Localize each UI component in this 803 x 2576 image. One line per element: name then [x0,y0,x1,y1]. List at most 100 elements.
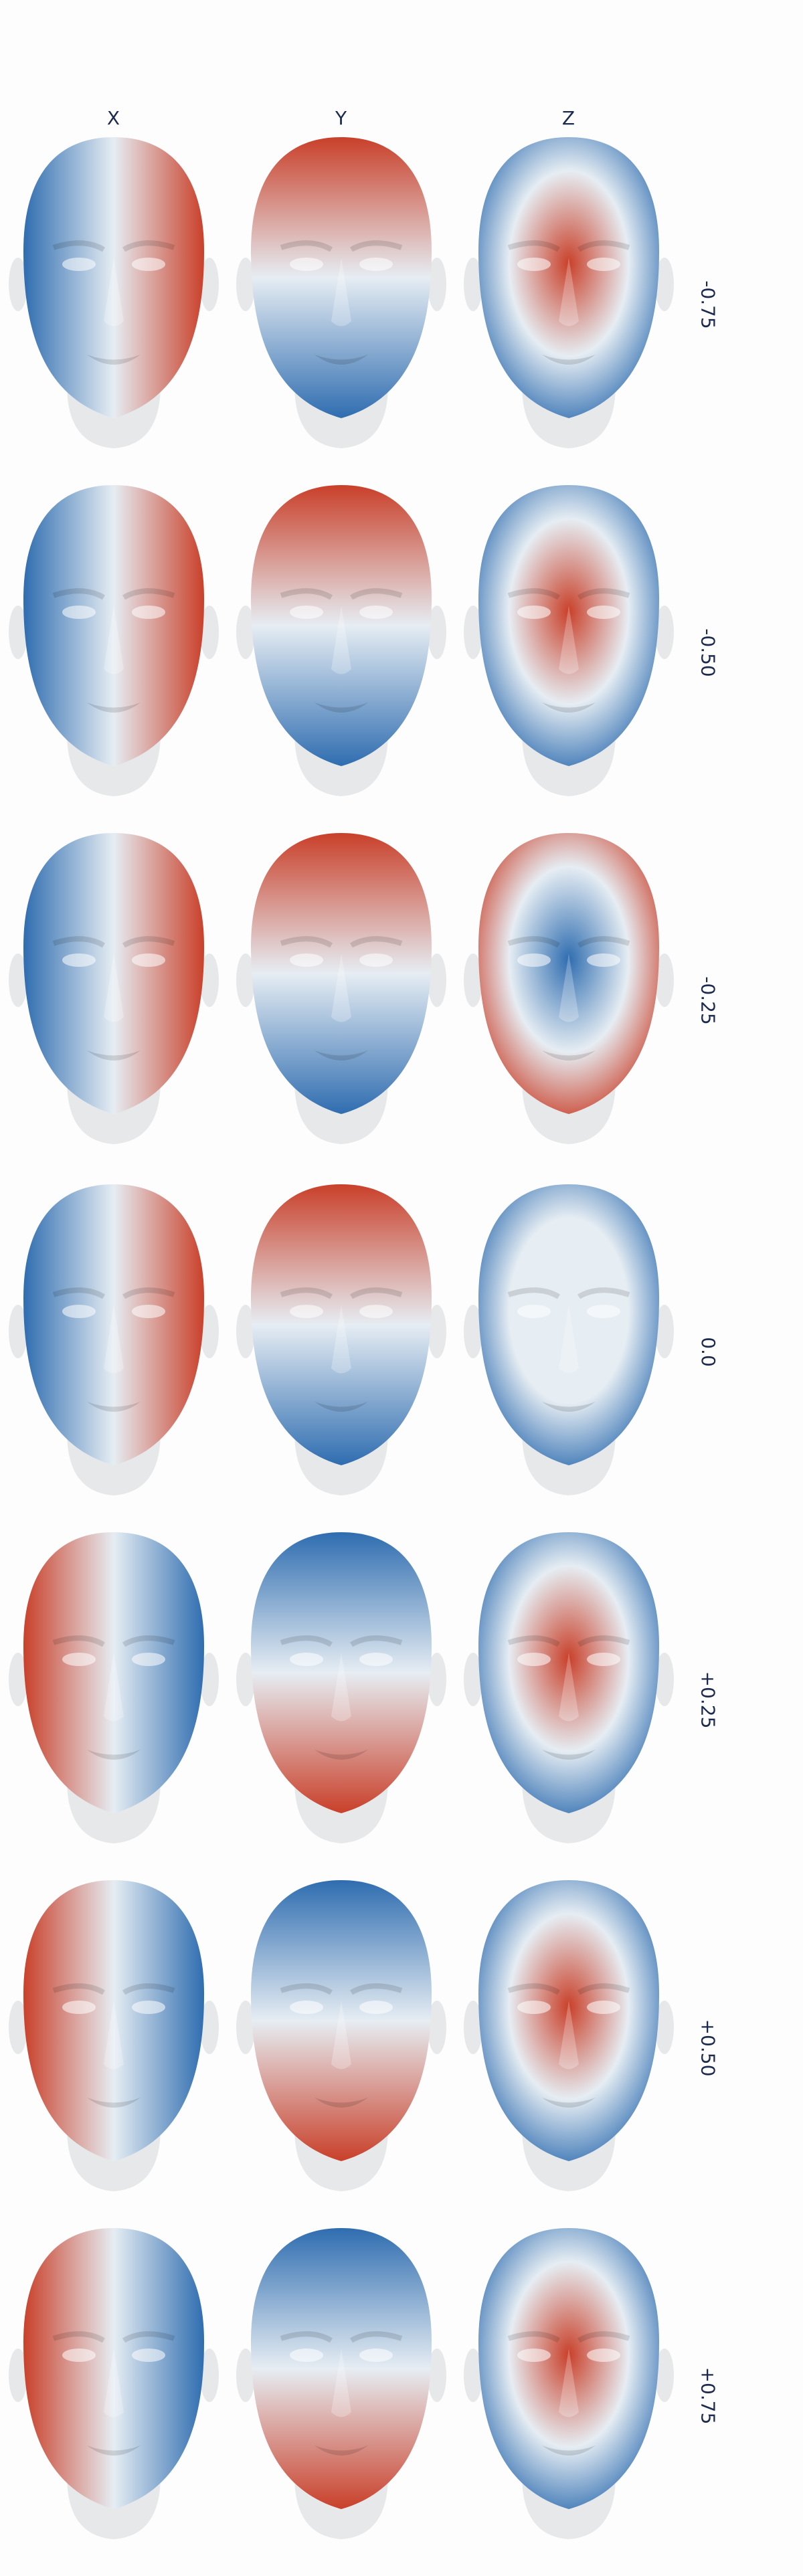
nose [104,2001,124,2069]
column-header-z: Z [561,107,576,129]
face-render-x [3,2221,224,2569]
mouth [315,1402,368,1412]
nose [331,1305,351,1374]
mouth [87,1402,141,1412]
head-shape [478,2228,659,2509]
mouth [315,1050,368,1061]
left-eye [62,2349,96,2362]
head-shape [251,1532,432,1813]
mouth [315,2446,368,2456]
face-render-y [231,1873,452,2221]
right-eye [132,606,165,619]
right-eye [359,258,393,271]
mouth [87,1050,141,1061]
face-render-z [458,826,679,1174]
face-render-z [458,1526,679,1873]
right-eye [587,1305,620,1318]
row-label-text: -0.50 [697,628,719,677]
face-svg [236,833,446,1144]
nose [559,2001,579,2069]
right-eye [359,2349,393,2362]
left-eye [290,2349,323,2362]
head-shape [23,1880,204,2161]
row-label: -0.75 [695,238,721,371]
right-eye [132,953,165,967]
nose [104,1653,124,1722]
left-eye [517,2001,551,2014]
right-eye [132,1305,165,1318]
nose [331,953,351,1022]
face-svg [236,2228,446,2539]
face-svg [464,1184,674,1495]
left-eye [62,1653,96,1666]
mouth [315,355,368,365]
right-eye [587,2001,620,2014]
mouth [315,703,368,713]
face-svg [9,833,219,1144]
left-eye [517,953,551,967]
head-shape [478,485,659,766]
nose [559,258,579,327]
mouth [542,1402,596,1412]
left-eye [517,1305,551,1318]
right-eye [587,606,620,619]
head-shape [23,833,204,1114]
head-shape [251,1880,432,2161]
right-eye [132,258,165,271]
nose [559,606,579,674]
row-label-text: +0.50 [697,2019,719,2076]
nose [559,2349,579,2417]
nose [104,1305,124,1374]
row-label: +0.50 [695,1981,721,2114]
mouth [315,1750,368,1760]
row-label: +0.25 [695,1633,721,1766]
head-shape [478,1532,659,1813]
left-eye [62,2001,96,2014]
mouth [87,703,141,713]
nose [331,2349,351,2417]
mouth [87,355,141,365]
left-eye [62,1305,96,1318]
face-render-y [231,1526,452,1873]
left-eye [517,2349,551,2362]
left-eye [517,1653,551,1666]
head-shape [478,1184,659,1465]
left-eye [517,258,551,271]
face-svg [9,1880,219,2191]
head-shape [23,485,204,766]
face-render-z [458,2221,679,2569]
nose [104,606,124,674]
mouth [315,2098,368,2108]
face-svg [9,1532,219,1843]
left-eye [290,953,323,967]
face-svg [464,1532,674,1843]
right-eye [359,1653,393,1666]
face-render-z [458,130,679,478]
face-render-z [458,1873,679,2221]
row-label-text: +0.75 [697,2367,719,2424]
head-shape [23,137,204,418]
head-shape [251,2228,432,2509]
face-render-x [3,478,224,826]
row-label: +0.75 [695,2328,721,2462]
right-eye [132,2001,165,2014]
nose [104,258,124,327]
left-eye [290,1653,323,1666]
face-render-x [3,826,224,1174]
face-render-y [231,1178,452,1526]
face-svg [9,485,219,796]
row-label: -0.50 [695,585,721,719]
right-eye [359,606,393,619]
face-svg [236,485,446,796]
nose [104,953,124,1022]
row-label-text: 0.0 [697,1336,719,1367]
head-shape [251,833,432,1114]
head-shape [478,833,659,1114]
left-eye [62,258,96,271]
row-label-text: +0.25 [697,1671,719,1728]
face-svg [9,2228,219,2539]
mouth [542,1750,596,1760]
right-eye [359,2001,393,2014]
nose [331,606,351,674]
face-svg [464,2228,674,2539]
